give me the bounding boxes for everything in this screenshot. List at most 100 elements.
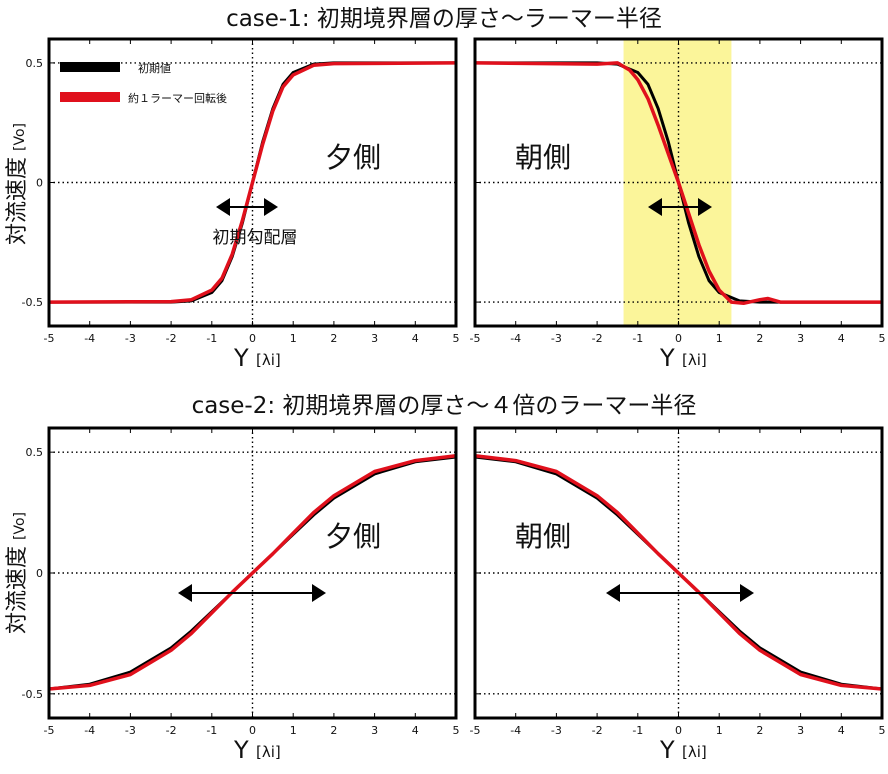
xtick-label: 3 (371, 724, 378, 737)
ytick-label: 0 (36, 567, 43, 580)
xlabel-p1-main: Y (233, 344, 249, 372)
ytick-label: 0.5 (26, 57, 44, 70)
xtick-label: -5 (44, 724, 55, 737)
ylabel-top-unit: [Vo] (12, 123, 28, 151)
xlabel-p4: Y [λi] (659, 736, 707, 764)
xtick-label: 4 (838, 332, 845, 345)
panel-case1-right: -5 -4 -3 -2 -1 0 1 2 3 4 5 朝側 (470, 37, 886, 345)
xtick-label: -1 (632, 332, 643, 345)
xtick-label: 2 (330, 724, 337, 737)
xtick-label: -3 (125, 332, 136, 345)
xlabel-p4-unit: [λi] (682, 743, 707, 761)
xtick-label: 3 (797, 724, 804, 737)
ylabel-bottom-unit: [Vo] (12, 512, 28, 540)
ytick-label: 0 (36, 177, 43, 190)
xlabel-p1: Y [λi] (233, 344, 281, 372)
gradient-arrow-head-right (312, 584, 326, 602)
xtick-label: 0 (675, 332, 682, 345)
ylabel-bottom: 対流速度 [Vo] (5, 512, 30, 634)
xtick-label: 0 (675, 724, 682, 737)
xlabel-p4-main: Y (659, 736, 675, 764)
ytick-label: -0.5 (22, 688, 43, 701)
plot-frame (473, 37, 884, 328)
side-annotation: 朝側 (515, 520, 571, 553)
xtick-label: -5 (44, 332, 55, 345)
xlabel-p1-unit: [λi] (256, 351, 281, 369)
xtick-label: 2 (756, 332, 763, 345)
ylabel-bottom-main: 対流速度 (5, 546, 30, 634)
xtick-label: -1 (632, 724, 643, 737)
xtick-label: -2 (592, 332, 603, 345)
gradient-arrow-head-right (698, 198, 712, 216)
xtick-label: 1 (716, 724, 723, 737)
side-annotation: 夕側 (325, 141, 381, 174)
xtick-label: -4 (84, 724, 95, 737)
side-annotation: 夕側 (325, 520, 381, 553)
case1-title: case-1: 初期境界層の厚さ〜ラーマー半径 (226, 6, 662, 32)
xtick-label: -3 (551, 724, 562, 737)
xtick-label: 5 (453, 724, 460, 737)
xtick-label: -5 (470, 332, 481, 345)
series-rotated-line (48, 454, 457, 691)
gradient-arrow-head-right (264, 198, 278, 216)
xtick-label: 5 (453, 332, 460, 345)
xtick-label: -4 (84, 332, 95, 345)
legend-initial-swatch (60, 62, 120, 72)
series-rotated-line (474, 61, 882, 306)
xtick-label: 2 (756, 724, 763, 737)
xtick-label: 1 (716, 332, 723, 345)
xtick-label: -2 (592, 724, 603, 737)
xtick-label: 1 (290, 332, 297, 345)
xtick-label: 5 (879, 332, 886, 345)
case2-title: case-2: 初期境界層の厚さ〜４倍のラーマー半径 (192, 393, 697, 419)
plot-frame (47, 426, 458, 720)
xlabel-p2-main: Y (659, 344, 675, 372)
series-rotated-line (48, 61, 457, 304)
xtick-label: 0 (249, 332, 256, 345)
gradient-arrow-head-left (178, 584, 192, 602)
xtick-label: -2 (166, 332, 177, 345)
series-rotated-line (474, 454, 883, 691)
xtick-label: 1 (290, 724, 297, 737)
xtick-label: 4 (412, 724, 419, 737)
plot-frame (473, 426, 884, 720)
ytick-label: 0.5 (26, 446, 44, 459)
legend-initial-label: 初期値 (138, 61, 171, 75)
gradient-arrow-head-right (740, 584, 754, 602)
gradient-arrow-head-left (216, 198, 230, 216)
xtick-label: -4 (510, 724, 521, 737)
xtick-label: -4 (510, 332, 521, 345)
xtick-label: -5 (470, 724, 481, 737)
xtick-label: 0 (249, 724, 256, 737)
xlabel-p2: Y [λi] (659, 344, 707, 372)
xtick-label: -2 (166, 724, 177, 737)
xlabel-p3-main: Y (233, 736, 249, 764)
xtick-label: 5 (879, 724, 886, 737)
ylabel-top: 対流速度 [Vo] (5, 123, 30, 245)
panel-case2-right: -5 -4 -3 -2 -1 0 1 2 3 4 5 朝側 (470, 426, 886, 737)
legend-rotated-label: 約１ラーマー回転後 (128, 91, 227, 105)
arrow-label: 初期勾配層 (213, 228, 298, 248)
xtick-label: 3 (371, 332, 378, 345)
xlabel-p3: Y [λi] (233, 736, 281, 764)
panel-case2-left: -5 -4 -3 -2 -1 0 1 2 3 4 5 0.5 0 -0.5 夕側 (22, 426, 460, 737)
xlabel-p2-unit: [λi] (682, 351, 707, 369)
xtick-label: 3 (797, 332, 804, 345)
xtick-label: -3 (551, 332, 562, 345)
plot-frame (47, 37, 458, 328)
xtick-label: 4 (412, 332, 419, 345)
ylabel-top-main: 対流速度 (5, 157, 30, 245)
xtick-label: -1 (206, 724, 217, 737)
xtick-label: -1 (206, 332, 217, 345)
xtick-label: 4 (838, 724, 845, 737)
side-annotation: 朝側 (515, 141, 571, 174)
xtick-label: 2 (330, 332, 337, 345)
legend-rotated-swatch (60, 92, 120, 102)
gradient-arrow-head-left (648, 198, 662, 216)
gradient-arrow-head-left (606, 584, 620, 602)
xtick-label: -3 (125, 724, 136, 737)
xlabel-p3-unit: [λi] (256, 743, 281, 761)
ytick-label: -0.5 (22, 296, 43, 309)
